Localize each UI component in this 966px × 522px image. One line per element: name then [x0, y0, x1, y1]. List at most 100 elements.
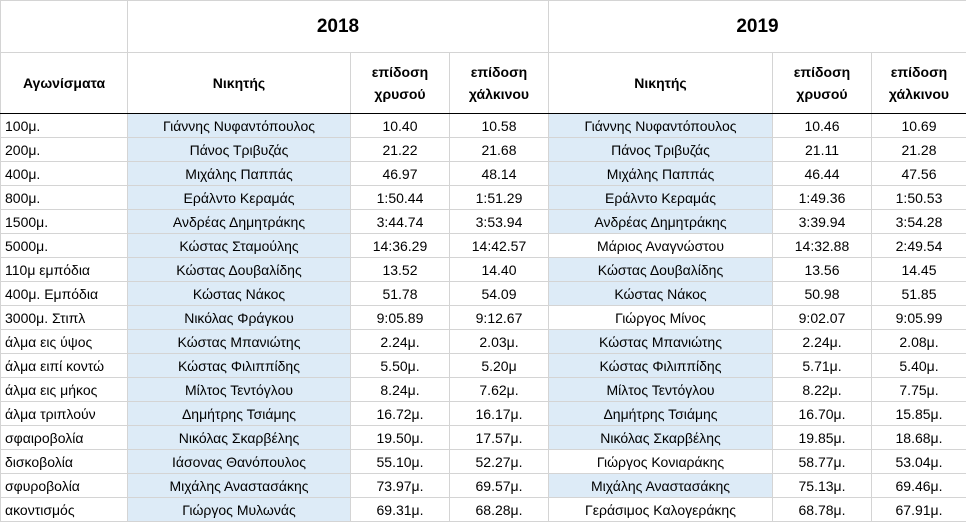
- performance-cell: 2.24μ.: [351, 330, 450, 354]
- winner-cell: Πάνος Τριβυζάς: [128, 138, 351, 162]
- event-cell: ακοντισμός: [1, 498, 128, 522]
- winner-cell: Μίλτος Τεντόγλου: [549, 378, 773, 402]
- winner-cell: Κώστας Σταμούλης: [128, 234, 351, 258]
- performance-cell: 1:50.53: [872, 186, 966, 210]
- performance-cell: 10.58: [450, 114, 549, 138]
- event-cell: 800μ.: [1, 186, 128, 210]
- header-cell: επίδοση χρυσού: [351, 53, 450, 114]
- winner-cell: Κώστας Μπανιώτης: [128, 330, 351, 354]
- event-cell: 1500μ.: [1, 210, 128, 234]
- blank-cell: [1, 1, 128, 53]
- winner-cell: Μιχάλης Αναστασάκης: [549, 474, 773, 498]
- performance-cell: 69.31μ.: [351, 498, 450, 522]
- performance-cell: 10.40: [351, 114, 450, 138]
- header-cell: επίδοση χάλκινου: [450, 53, 549, 114]
- performance-cell: 21.11: [773, 138, 872, 162]
- header-cell: Νικητής: [549, 53, 773, 114]
- performance-cell: 54.09: [450, 282, 549, 306]
- event-cell: σφυροβολία: [1, 474, 128, 498]
- performance-cell: 14:32.88: [773, 234, 872, 258]
- winner-cell: Μιχάλης Αναστασάκης: [128, 474, 351, 498]
- winner-cell: Δημήτρης Τσιάμης: [128, 402, 351, 426]
- performance-cell: 21.68: [450, 138, 549, 162]
- performance-cell: 10.69: [872, 114, 966, 138]
- performance-cell: 9:05.99: [872, 306, 966, 330]
- performance-cell: 51.85: [872, 282, 966, 306]
- performance-cell: 7.62μ.: [450, 378, 549, 402]
- event-cell: 100μ.: [1, 114, 128, 138]
- performance-cell: 9:05.89: [351, 306, 450, 330]
- event-cell: 5000μ.: [1, 234, 128, 258]
- performance-cell: 73.97μ.: [351, 474, 450, 498]
- performance-cell: 53.04μ.: [872, 450, 966, 474]
- performance-cell: 52.27μ.: [450, 450, 549, 474]
- performance-cell: 1:50.44: [351, 186, 450, 210]
- performance-cell: 68.78μ.: [773, 498, 872, 522]
- performance-cell: 8.24μ.: [351, 378, 450, 402]
- performance-cell: 19.85μ.: [773, 426, 872, 450]
- performance-cell: 46.97: [351, 162, 450, 186]
- performance-cell: 5.50μ.: [351, 354, 450, 378]
- performance-cell: 75.13μ.: [773, 474, 872, 498]
- performance-cell: 69.46μ.: [872, 474, 966, 498]
- event-cell: σφαιροβολία: [1, 426, 128, 450]
- performance-cell: 5.20μ: [450, 354, 549, 378]
- winner-cell: Γιάννης Νυφαντόπουλος: [128, 114, 351, 138]
- winner-cell: Εράλντο Κεραμάς: [128, 186, 351, 210]
- performance-cell: 8.22μ.: [773, 378, 872, 402]
- performance-cell: 9:12.67: [450, 306, 549, 330]
- event-cell: άλμα τριπλούν: [1, 402, 128, 426]
- year: 2018: [128, 1, 549, 53]
- performance-cell: 2.08μ.: [872, 330, 966, 354]
- performance-cell: 3:54.28: [872, 210, 966, 234]
- winner-cell: Μάριος Αναγνώστου: [549, 234, 773, 258]
- winner-cell: Κώστας Δουβαλίδης: [128, 258, 351, 282]
- performance-cell: 47.56: [872, 162, 966, 186]
- performance-cell: 1:51.29: [450, 186, 549, 210]
- header-cell: επίδοση χάλκινου: [872, 53, 966, 114]
- performance-cell: 5.40μ.: [872, 354, 966, 378]
- event-cell: άλμα εις ύψος: [1, 330, 128, 354]
- winner-cell: Νικόλας Φράγκου: [128, 306, 351, 330]
- winner-cell: Κώστας Νάκος: [128, 282, 351, 306]
- winner-cell: Γιάννης Νυφαντόπουλος: [549, 114, 773, 138]
- performance-cell: 16.17μ.: [450, 402, 549, 426]
- winner-cell: Δημήτρης Τσιάμης: [549, 402, 773, 426]
- performance-cell: 1:49.36: [773, 186, 872, 210]
- performance-cell: 69.57μ.: [450, 474, 549, 498]
- performance-cell: 58.77μ.: [773, 450, 872, 474]
- winner-cell: Νικόλας Σκαρβέλης: [128, 426, 351, 450]
- performance-cell: 67.91μ.: [872, 498, 966, 522]
- performance-cell: 16.70μ.: [773, 402, 872, 426]
- performance-cell: 17.57μ.: [450, 426, 549, 450]
- winner-cell: Ιάσονας Θανόπουλος: [128, 450, 351, 474]
- performance-cell: 7.75μ.: [872, 378, 966, 402]
- performance-cell: 2.24μ.: [773, 330, 872, 354]
- performance-cell: 14:42.57: [450, 234, 549, 258]
- winner-cell: Μιχάλης Παππάς: [549, 162, 773, 186]
- performance-cell: 2:49.54: [872, 234, 966, 258]
- header-cell: Αγωνίσματα: [1, 53, 128, 114]
- performance-cell: 14:36.29: [351, 234, 450, 258]
- performance-cell: 3:53.94: [450, 210, 549, 234]
- performance-cell: 19.50μ.: [351, 426, 450, 450]
- performance-cell: 5.71μ.: [773, 354, 872, 378]
- winner-cell: Κώστας Φιλιππίδης: [549, 354, 773, 378]
- winner-cell: Κώστας Νάκος: [549, 282, 773, 306]
- performance-cell: 14.40: [450, 258, 549, 282]
